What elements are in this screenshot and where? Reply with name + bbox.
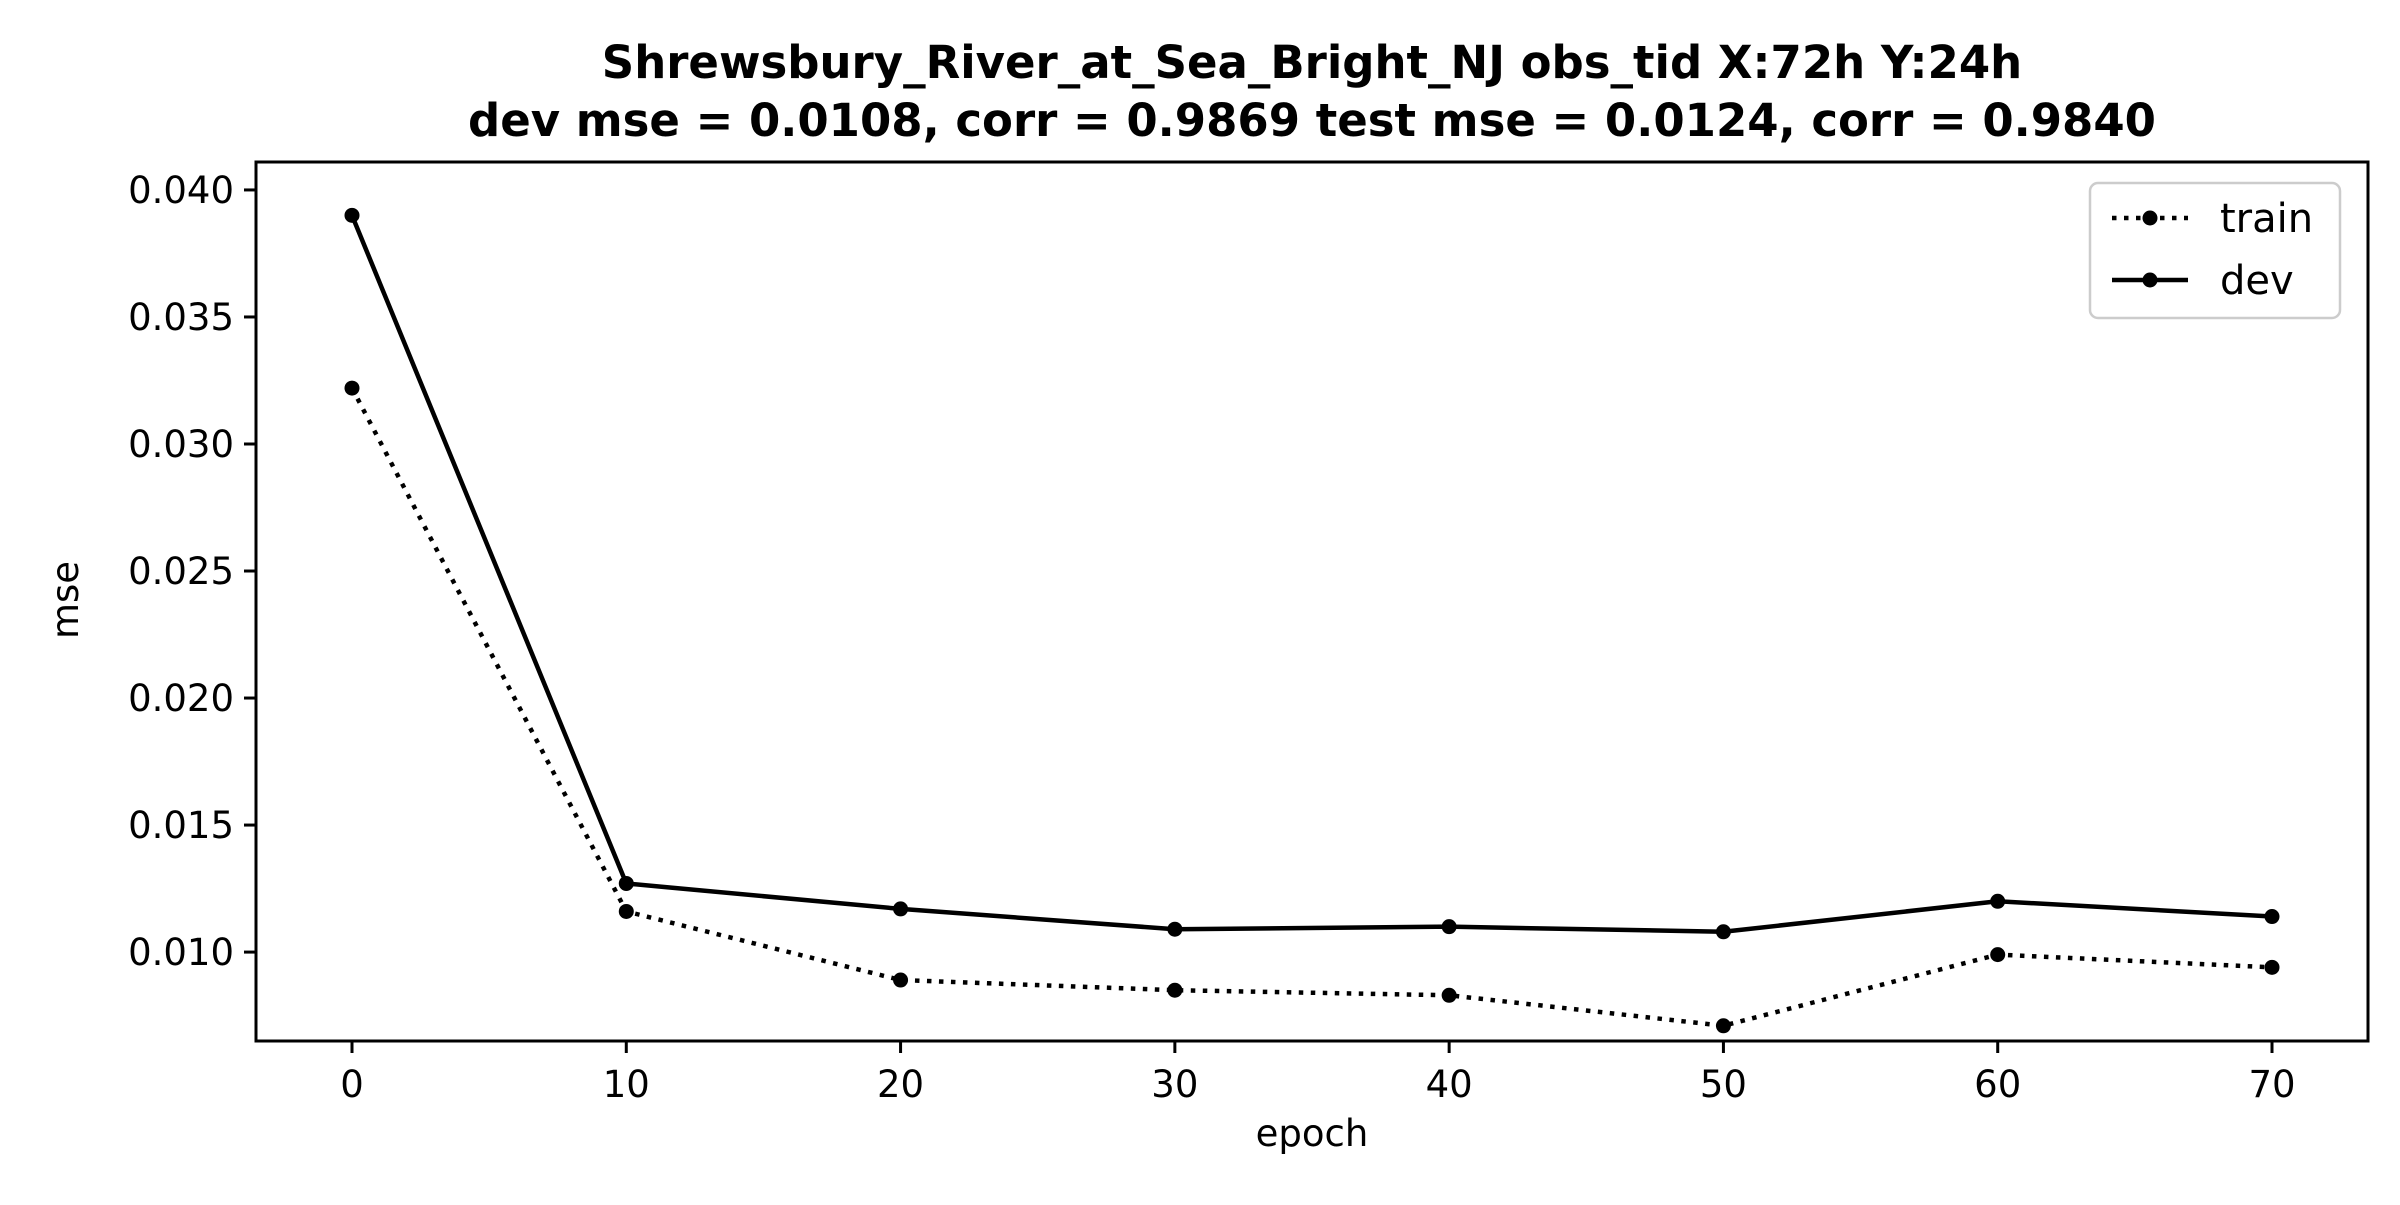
train-data-point [618, 903, 634, 919]
dev-data-point [344, 207, 360, 223]
y-axis-label: mse [44, 561, 87, 639]
y-axis-ticks: 0.010 0.015 0.020 0.025 0.030 0.035 0.040 [128, 169, 256, 974]
dev-data-point [618, 875, 634, 891]
dev-data-point [893, 901, 909, 917]
y-tick-label: 0.025 [128, 550, 234, 593]
train-data-point [2264, 959, 2280, 975]
x-tick-label: 50 [1700, 1063, 1747, 1106]
x-tick-label: 10 [603, 1063, 650, 1106]
x-tick-label: 60 [1974, 1063, 2021, 1106]
train-series-line [350, 387, 2273, 1029]
x-tick-label: 30 [1151, 1063, 1198, 1106]
chart-title: Shrewsbury_River_at_Sea_Bright_NJ obs_ti… [602, 36, 2022, 89]
train-data-point [893, 972, 909, 988]
dev-data-point [1990, 893, 2006, 909]
x-tick-label: 20 [877, 1063, 924, 1106]
dev-data-point [1167, 921, 1183, 937]
dev-data-point [1441, 919, 1457, 935]
y-tick-label: 0.035 [128, 296, 234, 339]
series-group [344, 207, 2280, 1034]
legend: train dev [2088, 181, 2342, 320]
x-axis-label: epoch [1256, 1112, 1369, 1155]
train-data-point [1990, 947, 2006, 963]
y-tick-label: 0.040 [128, 169, 234, 212]
dev-series-line [349, 214, 2273, 935]
y-tick-label: 0.020 [128, 677, 234, 720]
plot-area [254, 160, 2370, 1043]
legend-dev-marker [2142, 272, 2158, 288]
x-tick-label: 0 [340, 1063, 364, 1106]
legend-dev-label: dev [2220, 258, 2294, 304]
y-tick-label: 0.010 [128, 931, 234, 974]
dev-data-point [2264, 909, 2280, 925]
y-tick-label: 0.030 [128, 423, 234, 466]
x-axis-ticks: 0 10 20 30 40 50 60 70 [340, 1041, 2296, 1106]
axes-frame [254, 160, 2370, 1043]
y-tick-label: 0.015 [128, 804, 234, 847]
train-data-point [1167, 982, 1183, 998]
dev-data-point [1715, 924, 1731, 940]
legend-train-marker [2142, 210, 2158, 226]
train-data-point [344, 380, 360, 396]
chart-subtitle: dev mse = 0.0108, corr = 0.9869 test mse… [468, 94, 2156, 147]
train-data-point [1715, 1018, 1731, 1034]
train-data-point [1441, 987, 1457, 1003]
legend-train-label: train [2220, 196, 2313, 242]
x-tick-label: 70 [2248, 1063, 2295, 1106]
x-tick-label: 40 [1426, 1063, 1473, 1106]
